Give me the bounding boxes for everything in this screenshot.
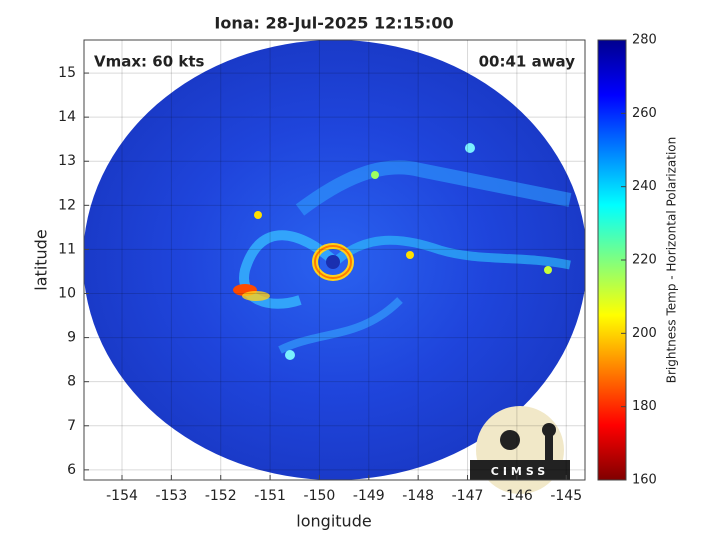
x-axis-label: longitude <box>296 512 371 531</box>
colorbar-label: Brightness Temp - Horizontal Polarizatio… <box>665 137 679 384</box>
x-tick-label: -150 <box>304 488 336 504</box>
x-tick-label: -152 <box>205 488 237 504</box>
y-tick-label: 13 <box>58 153 76 169</box>
x-tick-label: -151 <box>254 488 286 504</box>
y-tick-label: 10 <box>58 286 76 302</box>
x-tick-label: -146 <box>501 488 533 504</box>
y-tick-label: 7 <box>67 418 76 434</box>
y-tick-label: 9 <box>67 330 76 346</box>
y-tick-label: 15 <box>58 65 76 81</box>
colorbar-tick-label: 200 <box>632 326 657 341</box>
chart-title: Iona: 28-Jul-2025 12:15:00 <box>214 14 453 33</box>
y-tick-label: 14 <box>58 109 76 125</box>
x-tick-label: -149 <box>353 488 385 504</box>
colorbar-tick-label: 260 <box>632 106 657 121</box>
satellite-image <box>84 40 585 480</box>
plot-frame <box>83 39 586 481</box>
colorbar-tick-label: 220 <box>632 253 657 268</box>
colorbar-tick-label: 180 <box>632 399 657 414</box>
cimss-logo: CIMSS <box>470 406 570 494</box>
annotation: 00:41 away <box>479 53 576 71</box>
annotation: Vmax: 60 kts <box>94 53 204 71</box>
y-axis-label: latitude <box>32 229 51 290</box>
y-tick-label: 6 <box>67 462 76 478</box>
x-tick-label: -147 <box>452 488 484 504</box>
colorbar-tick-label: 280 <box>632 33 657 48</box>
x-tick-label: -145 <box>550 488 582 504</box>
colorbar-tick-label: 240 <box>632 179 657 194</box>
colorbar-tick-label: 160 <box>632 473 657 488</box>
logo-text: CIMSS <box>491 465 549 478</box>
x-tick-label: -154 <box>106 488 138 504</box>
y-tick-label: 12 <box>58 197 76 213</box>
x-tick-label: -153 <box>155 488 187 504</box>
x-tick-label: -148 <box>402 488 434 504</box>
y-tick-label: 11 <box>58 241 76 257</box>
y-tick-label: 8 <box>67 374 76 390</box>
